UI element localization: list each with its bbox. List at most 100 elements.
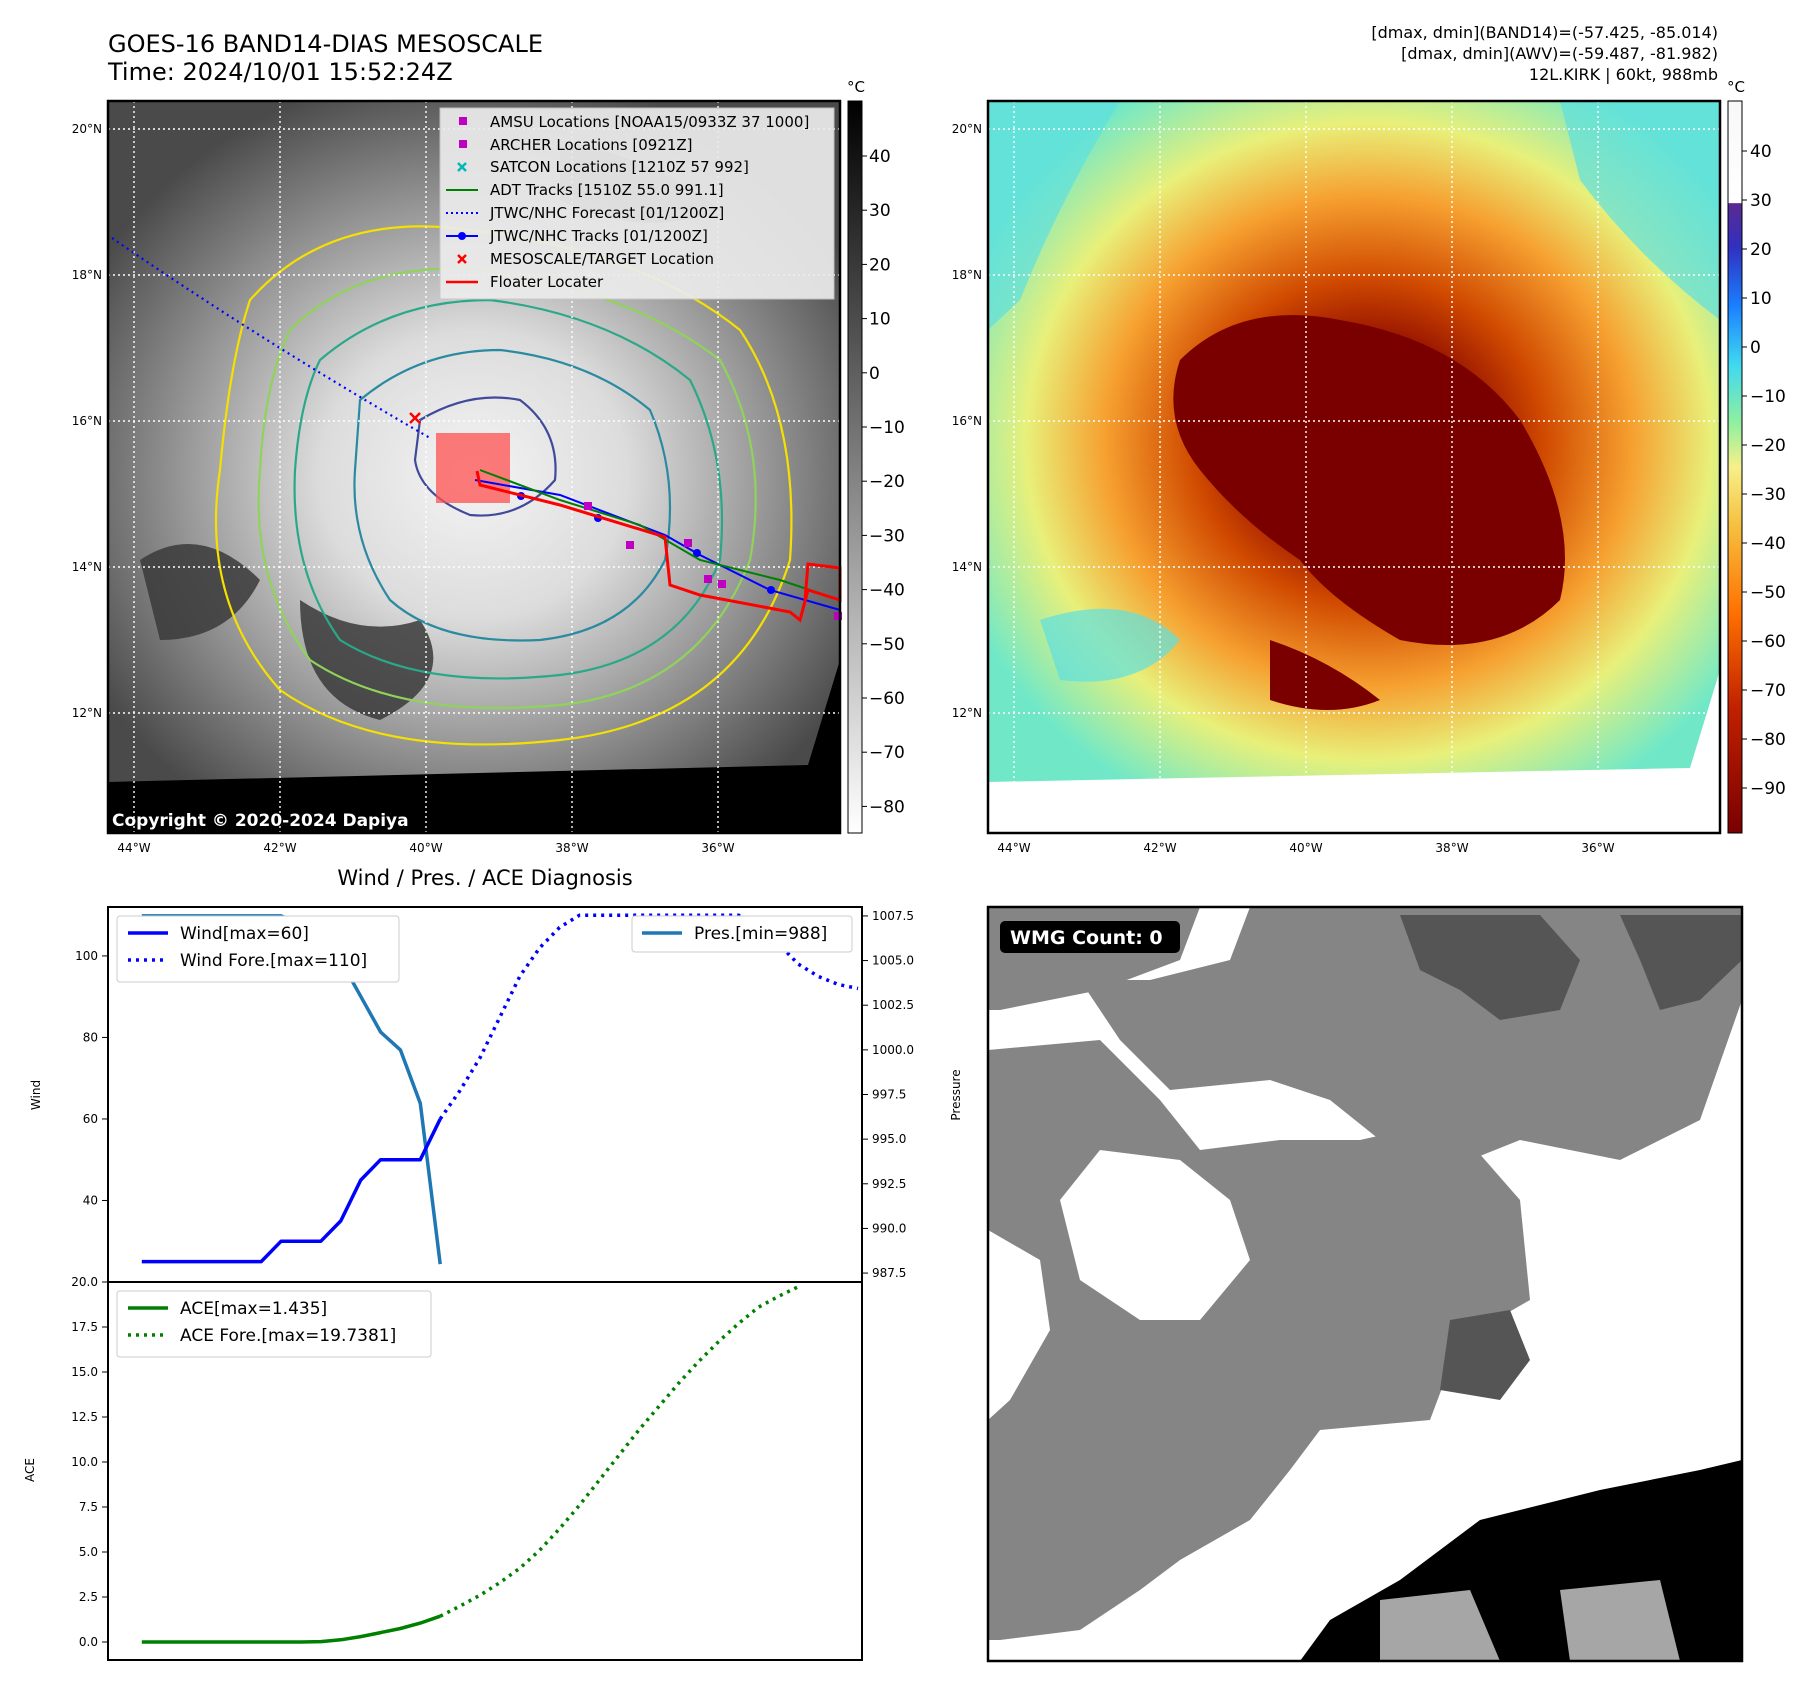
adt-track — [479, 469, 841, 601]
pressure-tick-label: 987.5 — [872, 1266, 906, 1280]
awv-colorbar-tick-label: −10 — [1750, 387, 1786, 407]
awv-colorbar-tick-label: −20 — [1750, 436, 1786, 456]
awv-colorbar-tick-label: 0 — [1750, 338, 1761, 358]
awv-colorbar — [1727, 100, 1743, 834]
wmg-gray-regions — [988, 907, 1742, 1640]
ir-colorbar-tick-label: 0 — [869, 364, 880, 384]
awv-colorbar-tick-label: −70 — [1750, 681, 1786, 701]
awv-colorbar-unit: °C — [1727, 78, 1745, 96]
wind-pressure-chart: 40 60 80 100 987.5 990.0 992.5 995.0 997.5 1000.… — [29, 906, 963, 1283]
ir-colorbar-tick-label: 10 — [869, 310, 891, 330]
ace-tick-label: 2.5 — [79, 1590, 98, 1604]
lat-label: 20°N — [72, 122, 102, 136]
ir-colorbar-tick-label: −80 — [869, 797, 905, 817]
copyright-text: Copyright © 2020-2024 Dapiya — [112, 811, 409, 831]
lon-label: 40°W — [1289, 841, 1322, 855]
ir-colorbar-tick-label: 30 — [869, 201, 891, 221]
ace-tick-label: 5.0 — [79, 1545, 98, 1559]
lat-label: 18°N — [72, 268, 102, 282]
wind-axis-label: Wind — [29, 1080, 43, 1110]
wind-tick-label: 60 — [83, 1112, 98, 1126]
ir-colorbar-tick-label: −50 — [869, 635, 905, 655]
legend-items: AMSU Locations [NOAA15/0933Z 37 1000] AR… — [446, 113, 809, 291]
ace-tick-label: 17.5 — [71, 1320, 98, 1334]
forecast-track — [111, 237, 431, 439]
legend-item-archer: ARCHER Locations [0921Z] — [490, 136, 693, 154]
ir-colorbar-tick-label: 20 — [869, 255, 891, 275]
pressure-tick-label: 995.0 — [872, 1132, 906, 1146]
ir-colorbar-tick-label: −70 — [869, 743, 905, 763]
ace-legend-label: ACE[max=1.435] — [180, 1299, 327, 1319]
awv-lat-labels: 20°N 18°N 16°N 14°N 12°N — [952, 122, 982, 720]
ir-colorbar-tick-label: −40 — [869, 581, 905, 601]
awv-colorbar-tick-label: 10 — [1750, 289, 1772, 309]
ir-colorbar-tick-label: −30 — [869, 526, 905, 546]
ace-line — [141, 1614, 441, 1644]
figure-title: GOES-16 BAND14-DIAS MESOSCALE — [108, 30, 543, 58]
wmg-count-badge — [1000, 921, 1180, 953]
pressure-tick-label: 1000.0 — [872, 1043, 914, 1057]
ace-tick-label: 20.0 — [71, 1275, 98, 1289]
wind-tick-label: 80 — [83, 1030, 98, 1044]
lon-label: 42°W — [263, 841, 296, 855]
lat-label: 16°N — [952, 414, 982, 428]
wmg-dark-regions — [1400, 915, 1742, 1400]
awv-colorbar-tick-label: −50 — [1750, 583, 1786, 603]
ir-lon-labels: 44°W 42°W 40°W 38°W 36°W — [117, 841, 734, 855]
lat-label: 12°N — [72, 706, 102, 720]
floater-box — [436, 433, 510, 503]
wind-axis-ticks: 40 60 80 100 — [75, 949, 108, 1207]
lon-label: 40°W — [409, 841, 442, 855]
amsu-legend-icon — [459, 117, 467, 125]
wind-forecast-line — [438, 913, 859, 1120]
lon-label: 42°W — [1143, 841, 1176, 855]
wind-forecast-legend-label: Wind Fore.[max=110] — [180, 951, 367, 971]
ir-colorbar-tick-label: 40 — [869, 147, 891, 167]
amsu-markers — [584, 502, 842, 620]
ir-colorbar — [847, 100, 863, 834]
ace-legend — [116, 1290, 432, 1358]
ace-chart: 0.0 2.5 5.0 7.5 10.0 12.5 15.0 17.5 20.0 ACE ACE… — [23, 1275, 863, 1661]
stat-awv: [dmax, dmin](AWV)=(-59.487, -81.982) — [1401, 44, 1718, 63]
pressure-tick-label: 1002.5 — [872, 998, 914, 1012]
pressure-axis-ticks: 987.5 990.0 992.5 995.0 997.5 1000.0 1002.5 100… — [862, 909, 914, 1280]
legend-item-floater: Floater Locater — [490, 273, 604, 291]
awv-colorbar-tick-label: 30 — [1750, 191, 1772, 211]
archer-legend-icon — [459, 140, 467, 148]
pressure-tick-label: 1007.5 — [872, 909, 914, 923]
wmg-black-regions — [1300, 1460, 1742, 1661]
ir-colorbar-tick-label: −20 — [869, 472, 905, 492]
stat-band14: [dmax, dmin](BAND14)=(-57.425, -85.014) — [1371, 23, 1718, 42]
target-marker — [409, 412, 421, 424]
wmg-count-label: WMG Count: 0 — [1010, 927, 1163, 949]
lat-label: 14°N — [952, 560, 982, 574]
ace-forecast-legend-label: ACE Fore.[max=19.7381] — [180, 1326, 396, 1346]
awv-colorbar-tick-label: −60 — [1750, 632, 1786, 652]
lon-label: 38°W — [1435, 841, 1468, 855]
awv-colorbar-tick-label: 20 — [1750, 240, 1772, 260]
pressure-legend-label: Pres.[min=988] — [694, 924, 827, 944]
wind-line — [141, 1118, 442, 1264]
lon-label: 44°W — [997, 841, 1030, 855]
ace-tick-label: 7.5 — [79, 1500, 98, 1514]
awv-map-frame — [986, 99, 1722, 835]
satcon-legend-icon — [457, 162, 467, 172]
figure-time: Time: 2024/10/01 15:52:24Z — [107, 58, 453, 86]
awv-colorbar-tick-label: −40 — [1750, 534, 1786, 554]
warm-core-region — [1173, 315, 1565, 710]
wind-legend-label: Wind[max=60] — [180, 924, 309, 944]
legend-box — [439, 107, 835, 300]
lon-label: 38°W — [555, 841, 588, 855]
lat-label: 20°N — [952, 122, 982, 136]
pressure-tick-label: 1005.0 — [872, 954, 914, 968]
wind-tick-label: 40 — [83, 1193, 98, 1207]
pressure-legend — [631, 915, 853, 953]
pressure-axis-label: Pressure — [949, 1069, 963, 1120]
legend-item-tracks: JTWC/NHC Tracks [01/1200Z] — [489, 227, 708, 245]
awv-colorbar-tick-label: −90 — [1750, 779, 1786, 799]
awv-colorbar-tick-label: −30 — [1750, 485, 1786, 505]
wind-legend — [116, 915, 400, 983]
ace-tick-label: 10.0 — [71, 1455, 98, 1469]
dry-air-regions — [988, 101, 1720, 682]
ir-map-panel: Copyright © 2020-2024 Dapiya AMSU Locati… — [72, 78, 905, 855]
